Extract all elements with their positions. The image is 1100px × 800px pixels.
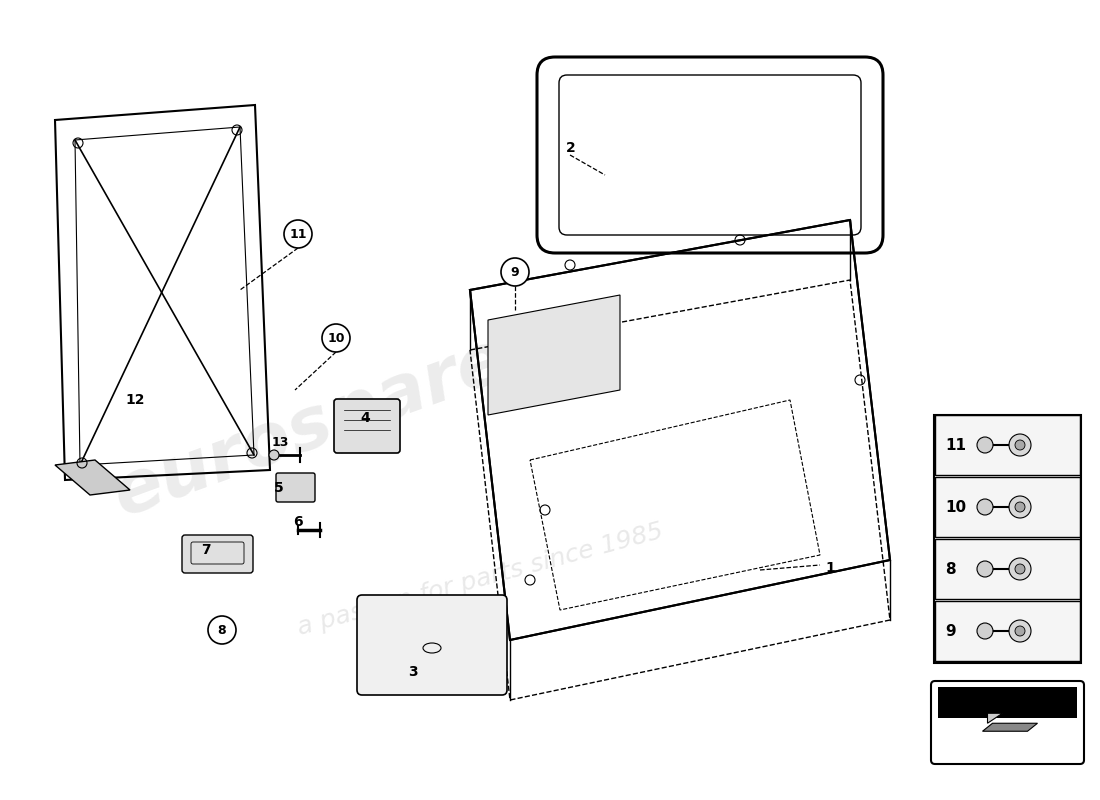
Circle shape xyxy=(977,561,993,577)
Bar xyxy=(935,477,1080,537)
Text: 8: 8 xyxy=(218,623,227,637)
Bar xyxy=(935,718,1080,760)
Text: 12: 12 xyxy=(125,393,144,407)
FancyBboxPatch shape xyxy=(931,681,1084,764)
Circle shape xyxy=(977,437,993,453)
Text: 11: 11 xyxy=(289,227,307,241)
Text: 13: 13 xyxy=(272,437,289,450)
Text: 3: 3 xyxy=(408,665,418,679)
Text: 8: 8 xyxy=(945,562,956,577)
Text: 4: 4 xyxy=(360,411,370,425)
Circle shape xyxy=(1015,440,1025,450)
Circle shape xyxy=(1015,564,1025,574)
Circle shape xyxy=(1009,434,1031,456)
Bar xyxy=(935,415,1080,475)
Text: 9: 9 xyxy=(510,266,519,278)
Text: 10: 10 xyxy=(328,331,344,345)
FancyBboxPatch shape xyxy=(358,595,507,695)
Bar xyxy=(935,539,1080,599)
Polygon shape xyxy=(55,460,130,495)
Circle shape xyxy=(1009,620,1031,642)
Text: 2: 2 xyxy=(566,141,575,155)
Circle shape xyxy=(284,220,312,248)
Bar xyxy=(935,601,1080,661)
Text: 863 01: 863 01 xyxy=(970,722,1045,742)
Circle shape xyxy=(322,324,350,352)
Circle shape xyxy=(270,450,279,460)
Text: a passion for parts since 1985: a passion for parts since 1985 xyxy=(295,519,666,641)
Polygon shape xyxy=(488,295,620,415)
FancyBboxPatch shape xyxy=(276,473,315,502)
Polygon shape xyxy=(988,714,1002,723)
Text: 10: 10 xyxy=(945,499,966,514)
Circle shape xyxy=(208,616,236,644)
Text: 1: 1 xyxy=(825,561,835,575)
Text: 7: 7 xyxy=(201,543,210,557)
Circle shape xyxy=(1015,502,1025,512)
Text: 6: 6 xyxy=(293,515,303,529)
Circle shape xyxy=(1009,496,1031,518)
Text: 9: 9 xyxy=(945,623,956,638)
Text: eurospares: eurospares xyxy=(103,310,557,530)
Circle shape xyxy=(1015,626,1025,636)
Circle shape xyxy=(977,499,993,515)
Text: 5: 5 xyxy=(274,481,284,495)
FancyBboxPatch shape xyxy=(182,535,253,573)
Bar xyxy=(938,686,1077,718)
Circle shape xyxy=(1009,558,1031,580)
FancyBboxPatch shape xyxy=(334,399,400,453)
Text: 11: 11 xyxy=(945,438,966,453)
Polygon shape xyxy=(982,723,1037,731)
Circle shape xyxy=(977,623,993,639)
Bar xyxy=(934,415,1081,663)
Circle shape xyxy=(500,258,529,286)
